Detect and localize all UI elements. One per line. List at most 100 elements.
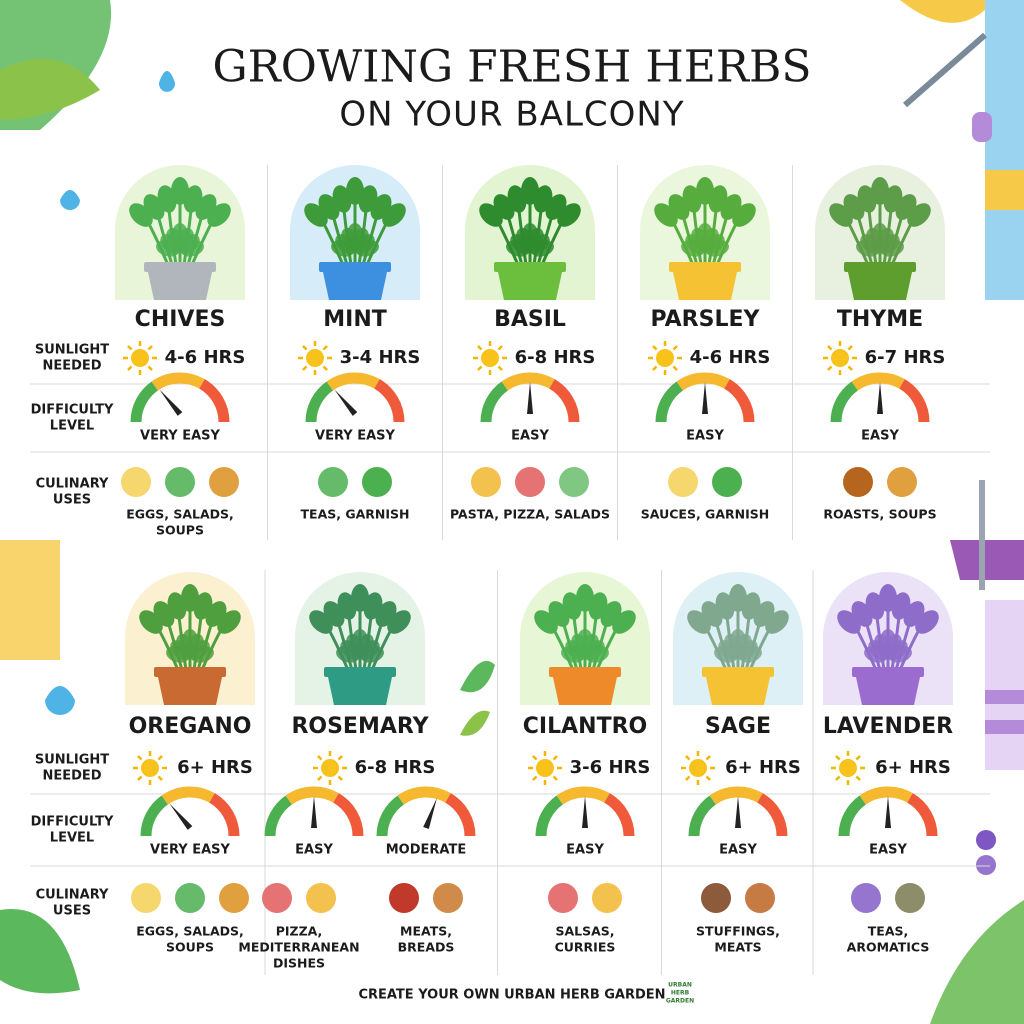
sun-ray — [652, 345, 658, 351]
gauge-segment — [376, 795, 405, 837]
row-label: SUNLIGHT — [35, 753, 109, 768]
gauge-segment — [859, 786, 913, 805]
leaf — [907, 203, 931, 227]
gauge-segment — [397, 786, 451, 805]
use-icon — [362, 467, 392, 497]
culinary-uses: MEATS — [714, 940, 761, 955]
sun-ray — [497, 345, 503, 351]
gauge-segment — [333, 793, 364, 837]
sunlight-hours: 6+ HRS — [177, 757, 253, 778]
row-label: LEVEL — [50, 419, 94, 434]
sun-ray — [317, 755, 323, 761]
gauge-segment — [676, 372, 730, 391]
use-icon — [209, 467, 239, 497]
difficulty-label: VERY EASY — [315, 429, 395, 444]
difficulty-gauge — [838, 786, 938, 837]
sun-ray — [127, 365, 133, 371]
leaf — [888, 645, 912, 663]
leaf — [382, 203, 406, 227]
sun-ray — [477, 365, 483, 371]
use-icon — [843, 467, 873, 497]
sun-ray — [552, 775, 558, 781]
use-icon — [548, 883, 578, 913]
use-icon — [895, 883, 925, 913]
use-icon — [559, 467, 589, 497]
leaf — [207, 203, 231, 227]
herb-name: MINT — [323, 307, 387, 332]
sun-ray — [827, 365, 833, 371]
gauge-segment — [851, 372, 905, 391]
culinary-uses: SOUPS — [166, 940, 214, 955]
title: GROWING FRESH HERBS — [213, 42, 812, 93]
pot — [553, 677, 617, 705]
culinary-uses: SOUPS — [156, 523, 204, 538]
herb-name: THYME — [837, 307, 923, 332]
row-label: LEVEL — [50, 831, 94, 846]
use-icon — [262, 883, 292, 913]
gauge-needle — [877, 382, 883, 414]
gauge-segment — [305, 381, 334, 423]
sun-core — [689, 759, 707, 777]
pot-rim — [319, 262, 391, 272]
gauge-segment — [374, 379, 405, 423]
difficulty-label: MODERATE — [386, 843, 466, 858]
sun-ray — [147, 345, 153, 351]
leaf — [360, 645, 384, 663]
pot-rim — [324, 667, 396, 677]
use-icon — [471, 467, 501, 497]
sun-core — [536, 759, 554, 777]
herb-name: CHIVES — [135, 307, 226, 332]
sunlight-hours: 4-6 HRS — [690, 347, 771, 368]
pot-rim — [702, 667, 774, 677]
row-label: NEEDED — [42, 359, 101, 374]
sun-ray — [835, 775, 841, 781]
pot — [158, 677, 222, 705]
sun-icon — [681, 751, 715, 785]
gauge-needle — [735, 796, 741, 828]
leaf — [732, 203, 756, 227]
pot — [673, 272, 737, 300]
sun-ray — [685, 755, 691, 761]
sun-ray — [477, 345, 483, 351]
subtitle: ON YOUR BALCONY — [339, 95, 684, 135]
gauge-needle — [582, 796, 588, 828]
gauge-segment — [757, 793, 788, 837]
culinary-uses: MEDITERRANEAN — [238, 940, 359, 955]
sun-ray — [855, 755, 861, 761]
leaf — [180, 239, 204, 257]
sun-ray — [137, 775, 143, 781]
culinary-uses: EGGS, SALADS, — [136, 924, 244, 939]
gauge-segment — [655, 381, 684, 423]
gauge-segment — [907, 793, 938, 837]
sun-ray — [705, 775, 711, 781]
leaf — [738, 645, 762, 663]
culinary-uses: AROMATICS — [847, 940, 930, 955]
sun-ray — [127, 345, 133, 351]
pot — [706, 677, 770, 705]
sun-icon — [831, 751, 865, 785]
use-icon — [175, 883, 205, 913]
gauge-segment — [264, 795, 293, 837]
gauge-segment — [199, 379, 230, 423]
sun-ray — [137, 755, 143, 761]
difficulty-label: EASY — [566, 843, 604, 858]
difficulty-gauge — [376, 786, 476, 837]
herb-name: PARSLEY — [651, 307, 761, 332]
sun-icon — [298, 341, 332, 375]
sun-ray — [497, 365, 503, 371]
sun-core — [656, 349, 674, 367]
row-label: DIFFICULTY — [31, 403, 114, 418]
culinary-uses: PASTA, PIZZA, SALADS — [450, 507, 610, 522]
sun-ray — [685, 775, 691, 781]
use-icon — [851, 883, 881, 913]
gauge-needle — [885, 796, 891, 828]
use-icon — [389, 883, 419, 913]
use-icon — [592, 883, 622, 913]
pot-rim — [154, 667, 226, 677]
leaf — [612, 610, 636, 634]
gauge-needle — [702, 382, 708, 414]
herb-name: SAGE — [705, 714, 771, 739]
gauge-segment — [709, 786, 763, 805]
